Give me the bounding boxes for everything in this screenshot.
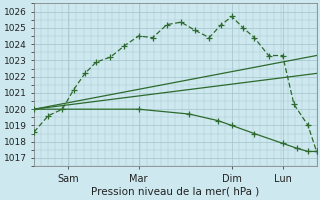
X-axis label: Pression niveau de la mer( hPa ): Pression niveau de la mer( hPa ) (91, 187, 260, 197)
